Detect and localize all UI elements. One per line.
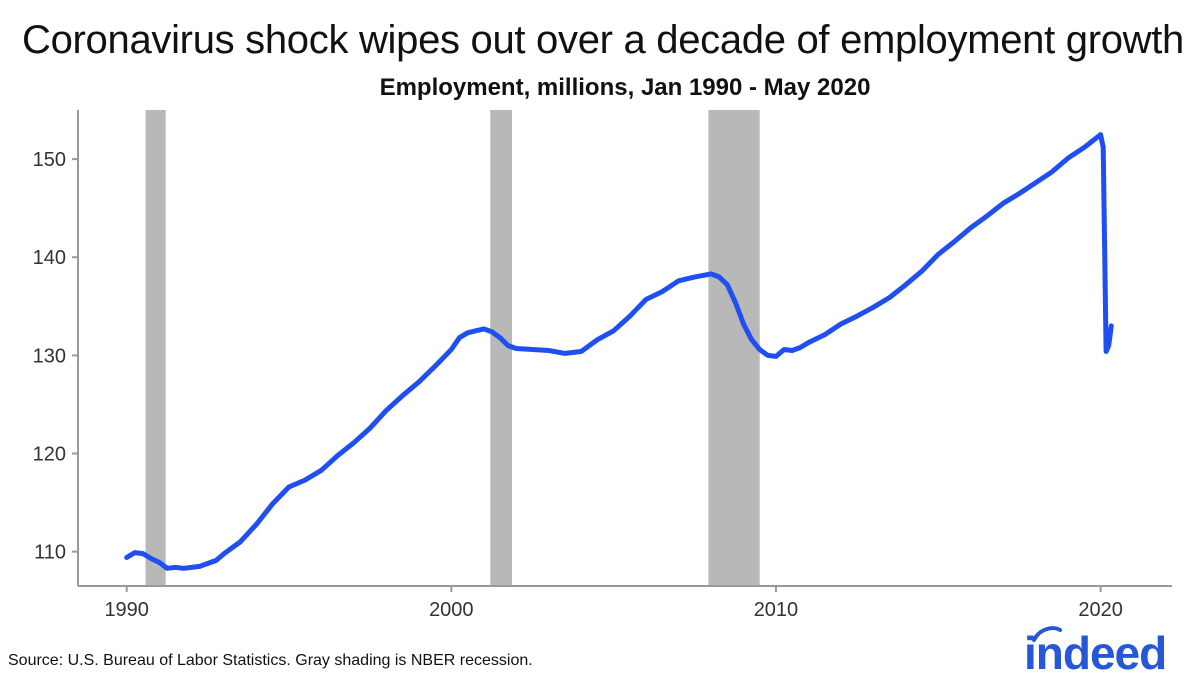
x-tick-label-2020: 2020 [1078, 599, 1123, 621]
recession-bar-2 [490, 110, 513, 586]
logo-wordmark: indeed [1024, 627, 1167, 679]
chart-title: Coronavirus shock wipes out over a decad… [22, 18, 1185, 62]
series-group [124, 132, 1114, 571]
tick-labels-group: 1990 2000 2010 2020 110 120 130 140 150 [33, 149, 1123, 621]
x-tick-label-2000: 2000 [429, 599, 474, 621]
chart-subtitle: Employment, millions, Jan 1990 - May 202… [379, 74, 871, 101]
x-tick-label-2010: 2010 [754, 599, 799, 621]
y-tick-label-110: 110 [34, 542, 66, 564]
x-tick-label-1990: 1990 [104, 599, 149, 621]
employment-series-line [124, 132, 1114, 571]
axes-group [77, 110, 1172, 587]
recession-shading-group [145, 110, 760, 586]
y-tick-label-120: 120 [33, 444, 66, 466]
source-note: Source: U.S. Bureau of Labor Statistics.… [8, 652, 533, 669]
y-tick-label-150: 150 [33, 149, 66, 171]
logo-arc-icon [1032, 626, 1062, 642]
indeed-logo: indeed [1024, 622, 1194, 676]
recession-bar-3 [708, 110, 760, 586]
recession-bar-1 [145, 110, 166, 586]
y-tick-label-130: 130 [33, 345, 66, 367]
y-tick-label-140: 140 [33, 247, 66, 269]
